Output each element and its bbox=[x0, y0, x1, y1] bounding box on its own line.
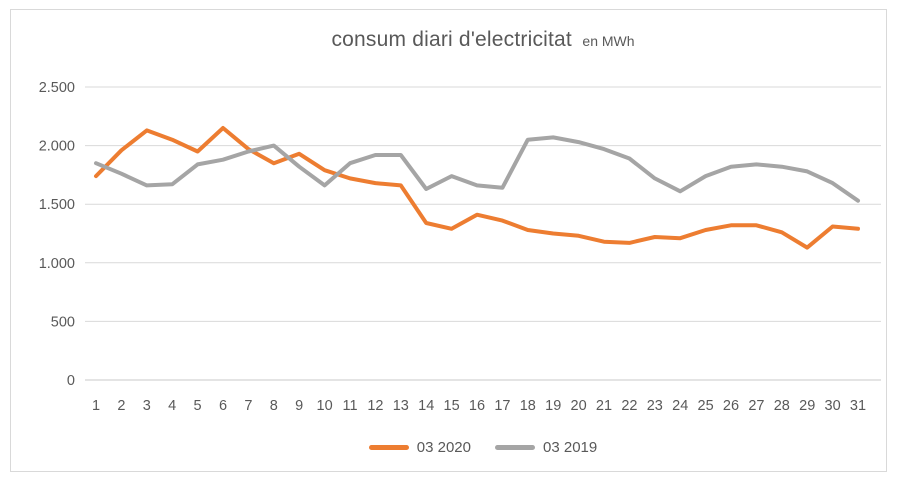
x-tick-label: 16 bbox=[469, 398, 485, 414]
y-tick-label: 1.000 bbox=[39, 256, 75, 272]
legend: 03 2020 03 2019 bbox=[85, 434, 881, 460]
series-line-03-2020 bbox=[94, 126, 860, 250]
x-tick-label: 3 bbox=[143, 398, 151, 414]
x-tick-label: 2 bbox=[117, 398, 125, 414]
x-tick-label: 19 bbox=[545, 398, 561, 414]
x-tick-label: 15 bbox=[444, 398, 460, 414]
legend-line-marker-03-2019 bbox=[495, 444, 535, 450]
x-tick-label: 1 bbox=[92, 398, 100, 414]
legend-item-03-2020: 03 2020 bbox=[368, 438, 471, 456]
series-line-03-2019 bbox=[94, 135, 860, 203]
x-tick-label: 6 bbox=[219, 398, 227, 414]
x-tick-label: 22 bbox=[621, 398, 637, 414]
x-tick-label: 17 bbox=[494, 398, 510, 414]
y-tick-label: 500 bbox=[51, 314, 75, 330]
y-tick-label: 0 bbox=[67, 373, 75, 389]
x-tick-label: 18 bbox=[520, 398, 536, 414]
x-tick-label: 12 bbox=[367, 398, 383, 414]
x-tick-label: 10 bbox=[317, 398, 333, 414]
x-tick-label: 4 bbox=[168, 398, 176, 414]
chart-frame bbox=[10, 9, 887, 472]
y-tick-label: 1.500 bbox=[39, 197, 75, 213]
x-tick-label: 5 bbox=[194, 398, 202, 414]
x-tick-label: 24 bbox=[672, 398, 688, 414]
x-tick-label: 31 bbox=[850, 398, 866, 414]
x-tick-label: 28 bbox=[774, 398, 790, 414]
y-tick-label: 2.500 bbox=[39, 80, 75, 96]
x-tick-label: 14 bbox=[418, 398, 434, 414]
x-tick-label: 20 bbox=[571, 398, 587, 414]
x-tick-label: 29 bbox=[799, 398, 815, 414]
y-tick-label: 2.000 bbox=[39, 139, 75, 155]
x-tick-label: 9 bbox=[295, 398, 303, 414]
chart-title-text: consum diari d'electricitat bbox=[331, 28, 572, 51]
x-tick-label: 7 bbox=[244, 398, 252, 414]
x-tick-label: 30 bbox=[825, 398, 841, 414]
legend-line-marker-03-2020 bbox=[368, 444, 409, 450]
chart-title-units: en MWh bbox=[582, 33, 635, 49]
x-tick-label: 27 bbox=[748, 398, 764, 414]
x-tick-label: 25 bbox=[698, 398, 714, 414]
legend-item-03-2019: 03 2019 bbox=[495, 439, 597, 456]
chart-title: consum diari d'electricitat en MWh bbox=[85, 28, 881, 52]
x-tick-label: 11 bbox=[342, 398, 357, 414]
x-tick-label: 21 bbox=[596, 398, 612, 414]
legend-label-03-2019: 03 2019 bbox=[543, 438, 598, 456]
x-tick-label: 23 bbox=[647, 398, 663, 414]
x-tick-label: 8 bbox=[270, 398, 278, 414]
legend-label-03-2020: 03 2020 bbox=[416, 438, 471, 456]
x-tick-label: 26 bbox=[723, 398, 739, 414]
x-tick-label: 13 bbox=[393, 398, 409, 414]
